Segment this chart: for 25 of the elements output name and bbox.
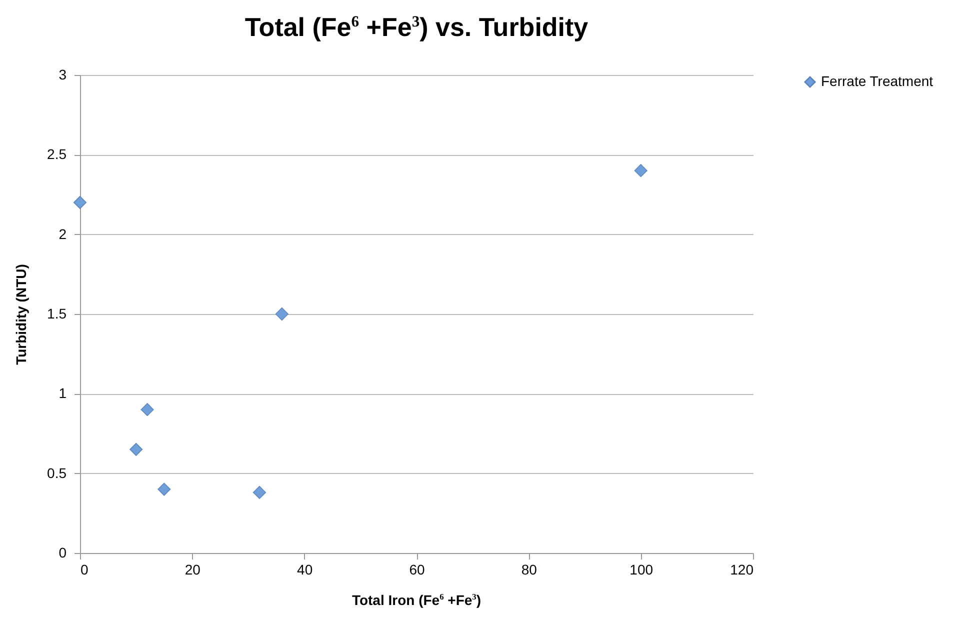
y-tick-label: 1.5 — [47, 306, 67, 322]
legend-label: Ferrate Treatment — [821, 73, 934, 89]
x-tick-label: 0 — [80, 562, 88, 578]
y-tick-label: 2.5 — [47, 146, 67, 162]
point — [140, 403, 154, 416]
x-tick-label: 100 — [630, 562, 654, 578]
y-tick-label: 2 — [58, 226, 67, 242]
x-tick-label: 120 — [730, 562, 754, 578]
y-tick-label: 0.5 — [47, 464, 67, 481]
y-tick-label: 3 — [58, 66, 67, 82]
chart-title: Total (Fe$^{6}$ +Fe$^{3}$) vs. Turbidity — [244, 12, 590, 43]
x-axis-title: Total Iron (Fe$^{6}$ +Fe$^{3}$) — [350, 592, 482, 608]
point — [73, 196, 87, 209]
x-tick-label: 40 — [297, 562, 313, 578]
point — [275, 307, 288, 321]
y-tick-label: 0 — [58, 544, 67, 560]
y-tick-label: 1 — [58, 385, 67, 402]
point — [634, 164, 648, 178]
point — [130, 442, 143, 456]
point — [252, 486, 266, 499]
x-tick-label: 20 — [184, 562, 201, 578]
point — [158, 482, 171, 496]
x-tick-label: 60 — [409, 562, 425, 578]
y-axis-title: Turbidity (NTU) — [13, 264, 30, 365]
x-tick-label: 80 — [521, 562, 538, 578]
